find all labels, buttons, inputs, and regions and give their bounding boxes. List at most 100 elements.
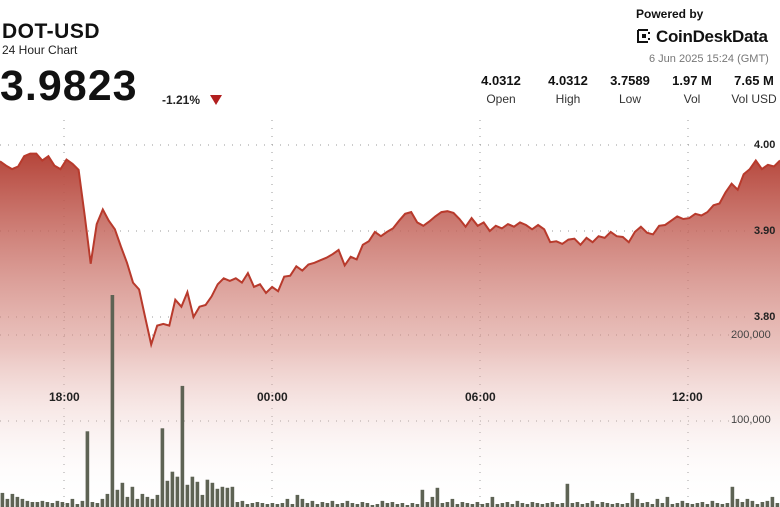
volume-bar	[175, 476, 180, 507]
volume-bar	[80, 500, 85, 507]
volume-bar	[360, 502, 365, 507]
volume-bar	[290, 504, 295, 507]
stat-low-value: 3.7589	[610, 73, 650, 88]
volume-bar	[455, 504, 460, 507]
volume-bar	[90, 502, 95, 507]
volume-bar	[355, 504, 360, 507]
volume-bar	[665, 496, 670, 507]
stat-vol-value: 1.97 M	[672, 73, 712, 88]
volume-bar	[165, 480, 170, 507]
stat-high-value: 4.0312	[548, 73, 588, 88]
volume-bar	[100, 498, 105, 507]
volume-bar	[210, 482, 215, 507]
volume-bar	[625, 503, 630, 507]
volume-bar	[405, 505, 410, 507]
volume-bar	[415, 504, 420, 507]
volume-bar	[470, 504, 475, 507]
volume-bar	[695, 503, 700, 507]
volume-bar	[250, 503, 255, 507]
volume-bar	[125, 496, 130, 507]
volume-bar	[350, 503, 355, 507]
stat-vol-usd-value: 7.65 M	[734, 73, 774, 88]
volume-bar	[505, 502, 510, 507]
stat-low: 3.7589 Low	[605, 73, 655, 106]
volume-bar	[640, 503, 645, 507]
volume-bar	[340, 503, 345, 507]
volume-bar	[615, 503, 620, 507]
volume-bar	[200, 494, 205, 507]
volume-bar	[155, 494, 160, 507]
volume-bar	[265, 504, 270, 507]
volume-bar	[230, 486, 235, 507]
volume-bar	[490, 496, 495, 507]
volume-bar	[205, 479, 210, 507]
y-tick-label: 4.00	[754, 139, 776, 151]
x-tick-label: 18:00	[49, 390, 80, 404]
volume-bar	[305, 503, 310, 507]
volume-bar	[170, 471, 175, 507]
volume-bar	[140, 493, 145, 507]
coindesk-logo-icon	[637, 29, 650, 43]
volume-bar	[310, 500, 315, 507]
volume-bar	[730, 486, 735, 507]
pair-title: DOT-USD	[2, 20, 100, 43]
volume-bar	[650, 504, 655, 507]
volume-bar	[655, 498, 660, 507]
volume-bar	[445, 502, 450, 507]
chart-subtitle: 24 Hour Chart	[2, 43, 78, 57]
volume-bar	[530, 502, 535, 507]
volume-bar	[240, 500, 245, 507]
volume-bar	[320, 502, 325, 507]
volume-bar	[740, 502, 745, 507]
stat-vol-label: Vol	[683, 92, 701, 106]
x-tick-label: 12:00	[672, 390, 703, 404]
volume-bar	[315, 504, 320, 507]
volume-bar	[710, 500, 715, 507]
volume-bar	[705, 504, 710, 507]
volume-bar	[70, 498, 75, 507]
volume-bar	[245, 504, 250, 507]
powered-by-label: Powered by	[636, 7, 704, 21]
volume-bar	[610, 504, 615, 507]
volume-bar	[225, 487, 230, 507]
volume-bar	[700, 502, 705, 507]
volume-bar	[720, 504, 725, 507]
volume-bar	[275, 504, 280, 507]
volume-bar	[570, 503, 575, 507]
volume-bar	[435, 487, 440, 507]
y-tick-label: 3.90	[754, 225, 776, 237]
volume-bar	[60, 502, 65, 507]
volume-bar	[270, 503, 275, 507]
current-price: 3.9823	[0, 62, 138, 110]
volume-bar	[715, 503, 720, 507]
volume-bar	[535, 503, 540, 507]
stat-vol-usd: 7.65 M Vol USD	[728, 73, 780, 106]
stat-high: 4.0312 High	[543, 73, 593, 106]
volume-bar	[670, 504, 675, 507]
volume-bar	[365, 503, 370, 507]
volume-bar	[0, 492, 5, 507]
volume-bar	[260, 503, 265, 507]
volume-bar	[595, 504, 600, 507]
volume-bar	[120, 482, 125, 507]
volume-bar	[725, 503, 730, 507]
volume-bar	[300, 498, 305, 507]
volume-bar	[420, 489, 425, 507]
volume-bar	[630, 492, 635, 507]
volume-bar	[770, 496, 775, 507]
volume-bar	[85, 431, 90, 507]
volume-bar	[55, 500, 60, 507]
volume-bar	[600, 502, 605, 507]
volume-bar	[375, 504, 380, 507]
volume-bar	[185, 484, 190, 507]
volume-bar	[540, 504, 545, 507]
volume-bar	[765, 500, 770, 507]
volume-bar	[130, 486, 135, 507]
price-change: -1.21%	[162, 93, 201, 107]
volume-bar	[675, 503, 680, 507]
volume-bar	[50, 503, 55, 507]
volume-bar	[485, 503, 490, 507]
price-area-fill	[0, 153, 780, 507]
volume-bar	[135, 498, 140, 507]
